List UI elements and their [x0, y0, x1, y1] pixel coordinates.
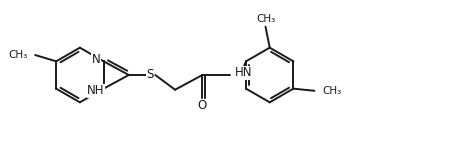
Text: NH: NH: [87, 84, 105, 97]
Text: O: O: [198, 99, 207, 112]
Text: HN: HN: [235, 66, 252, 79]
Text: CH₃: CH₃: [9, 50, 27, 60]
Text: N: N: [92, 53, 100, 66]
Text: S: S: [146, 69, 153, 81]
Text: CH₃: CH₃: [256, 14, 275, 24]
Text: CH₃: CH₃: [323, 86, 342, 96]
